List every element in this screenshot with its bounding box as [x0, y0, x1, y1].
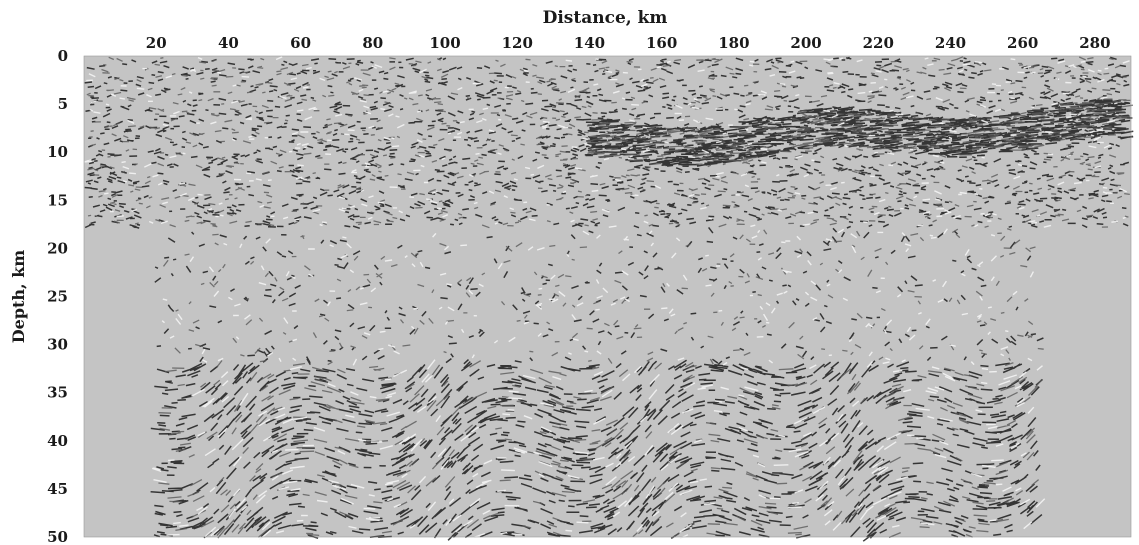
x-tick-label: 240: [935, 34, 966, 52]
y-axis-ticks: 0 5 10 15 20 25 30 35 40 45 50: [47, 47, 68, 545]
x-tick-label: 160: [646, 34, 677, 52]
x-tick-label: 260: [1007, 34, 1038, 52]
x-tick-label: 220: [863, 34, 894, 52]
x-tick-label: 40: [218, 34, 239, 52]
y-tick-label: 0: [58, 47, 68, 65]
reflection-marks: [84, 56, 1134, 542]
x-tick-label: 120: [502, 34, 533, 52]
y-tick-label: 5: [58, 95, 68, 113]
y-tick-label: 40: [47, 432, 68, 450]
y-tick-label: 45: [47, 480, 68, 498]
x-axis-label: Distance, km: [543, 8, 668, 28]
plot-area: [83, 55, 1134, 542]
x-tick-label: 140: [574, 34, 605, 52]
x-tick-label: 80: [362, 34, 383, 52]
plot-frame: [83, 55, 1132, 538]
x-tick-label: 180: [718, 34, 749, 52]
x-tick-label: 100: [429, 34, 460, 52]
y-tick-label: 35: [47, 384, 68, 402]
x-tick-label: 280: [1079, 34, 1110, 52]
y-tick-label: 25: [47, 288, 68, 306]
y-axis-label: Depth, km: [9, 250, 28, 343]
x-tick-label: 20: [146, 34, 167, 52]
y-tick-label: 10: [47, 143, 68, 161]
x-axis-ticks: 20 40 60 80 100 120 140 160 180 200 220 240 260 280: [146, 34, 1111, 52]
y-tick-label: 50: [47, 528, 68, 545]
y-tick-label: 15: [47, 191, 68, 209]
y-tick-label: 20: [47, 239, 68, 257]
reflection-light-marks: [84, 56, 1130, 541]
y-tick-label: 30: [47, 336, 68, 354]
x-tick-label: 60: [290, 34, 311, 52]
reflection-mid-marks: [86, 56, 1133, 539]
x-tick-label: 200: [790, 34, 821, 52]
